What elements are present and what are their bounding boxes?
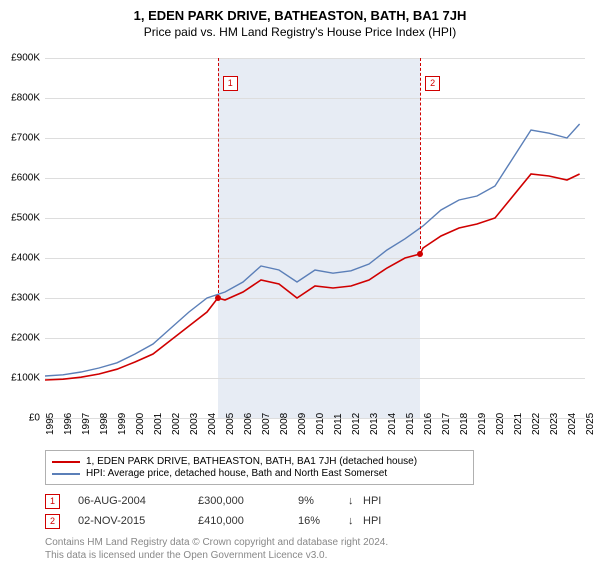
transaction-date: 02-NOV-2015	[78, 515, 198, 527]
y-axis-label: £900K	[5, 53, 40, 64]
legend-swatch	[52, 461, 80, 463]
legend-entry: 1, EDEN PARK DRIVE, BATHEASTON, BATH, BA…	[52, 456, 467, 467]
transactions-table: 1 06-AUG-2004£300,0009%↓HPI 2 02-NOV-2015£4…	[45, 491, 381, 531]
legend-text: HPI: Average price, detached house, Bath…	[86, 468, 387, 479]
transaction-delta: 16%	[298, 515, 348, 527]
legend: 1, EDEN PARK DRIVE, BATHEASTON, BATH, BA…	[45, 450, 474, 485]
y-axis-label: £700K	[5, 133, 40, 144]
arrow-down-icon: ↓	[348, 515, 363, 527]
marker-line	[218, 58, 219, 298]
y-axis-label: £400K	[5, 253, 40, 264]
marker-label: 2	[425, 76, 440, 91]
transaction-date: 06-AUG-2004	[78, 495, 198, 507]
marker-line	[420, 58, 421, 254]
y-axis-label: £0	[5, 413, 40, 424]
transaction-marker: 1	[45, 494, 60, 509]
marker-dot	[417, 251, 423, 257]
marker-dot	[215, 295, 221, 301]
page-title: 1, EDEN PARK DRIVE, BATHEASTON, BATH, BA…	[0, 8, 600, 23]
legend-swatch	[52, 473, 80, 475]
y-axis-label: £800K	[5, 93, 40, 104]
x-axis-label: 2025	[585, 413, 596, 435]
transaction-ref: HPI	[363, 515, 381, 527]
footer-line2: This data is licensed under the Open Gov…	[45, 549, 388, 562]
footer-line1: Contains HM Land Registry data © Crown c…	[45, 536, 388, 549]
y-axis-label: £100K	[5, 373, 40, 384]
page-subtitle: Price paid vs. HM Land Registry's House …	[0, 25, 600, 39]
transaction-row: 2 02-NOV-2015£410,00016%↓HPI	[45, 511, 381, 531]
marker-label: 1	[223, 76, 238, 91]
transaction-price: £300,000	[198, 495, 298, 507]
transaction-marker: 2	[45, 514, 60, 529]
transaction-ref: HPI	[363, 495, 381, 507]
transaction-price: £410,000	[198, 515, 298, 527]
y-axis-label: £200K	[5, 333, 40, 344]
y-axis-label: £600K	[5, 173, 40, 184]
chart-lines	[45, 58, 585, 418]
y-axis-label: £300K	[5, 293, 40, 304]
price-chart: £0£100K£200K£300K£400K£500K£600K£700K£80…	[45, 58, 585, 418]
series-hpi	[45, 124, 580, 376]
y-axis-label: £500K	[5, 213, 40, 224]
transaction-row: 1 06-AUG-2004£300,0009%↓HPI	[45, 491, 381, 511]
series-property_price	[45, 174, 580, 380]
footer-text: Contains HM Land Registry data © Crown c…	[45, 536, 388, 562]
legend-entry: HPI: Average price, detached house, Bath…	[52, 468, 467, 479]
arrow-down-icon: ↓	[348, 495, 363, 507]
legend-text: 1, EDEN PARK DRIVE, BATHEASTON, BATH, BA…	[86, 456, 417, 467]
transaction-delta: 9%	[298, 495, 348, 507]
